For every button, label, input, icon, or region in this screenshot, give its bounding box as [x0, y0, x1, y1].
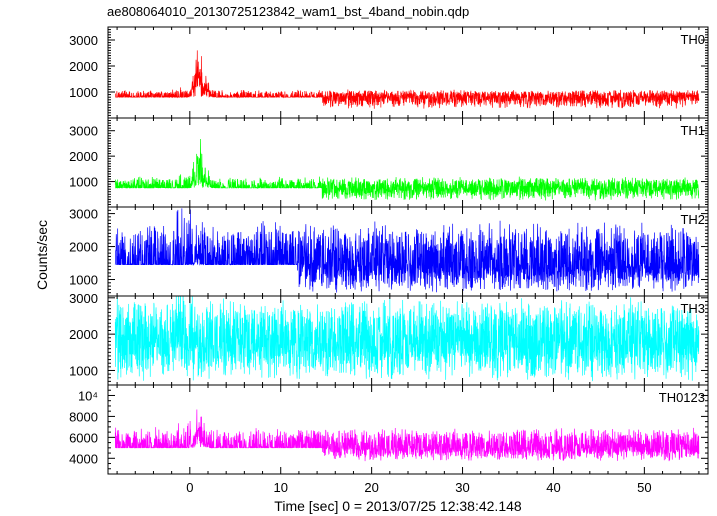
y-tick-label: 8000 [69, 409, 98, 424]
x-tick-label: 20 [364, 480, 378, 495]
y-tick-label: 3000 [69, 207, 98, 222]
x-tick-label: 40 [546, 480, 560, 495]
y-tick-label: 6000 [69, 430, 98, 445]
y-tick-label: 10⁴ [78, 388, 98, 403]
panel-th3: 1000 2000 3000 TH3 [69, 291, 709, 386]
panel-label-th2: TH2 [680, 212, 705, 227]
y-tick-label: 3000 [69, 124, 98, 139]
series-line-th0 [115, 50, 700, 109]
series-line-th2 [114, 208, 700, 293]
x-axis-label: Time [sec] 0 = 2013/07/25 12:38:42.148 [274, 498, 522, 514]
panel-th2: 1000 2000 3000 TH2 [69, 206, 709, 297]
y-tick-label: 1000 [69, 273, 98, 288]
y-tick-label: 3000 [69, 291, 98, 306]
x-tick-label: 0 [186, 480, 193, 495]
y-tick-label: 2000 [69, 327, 98, 342]
x-tick-label: 10 [273, 480, 287, 495]
series-line-th1 [114, 138, 700, 201]
panel-label-th3: TH3 [680, 301, 705, 316]
y-tick-label: 2000 [69, 240, 98, 255]
chart-title: ae808064010_20130725123842_wam1_bst_4ban… [107, 4, 469, 19]
panel-th0123: 4000 6000 8000 10⁴ TH0123 0 10 20 30 40 50 [69, 384, 709, 495]
y-tick-label: 2000 [69, 59, 98, 74]
y-tick-label: 1000 [69, 363, 98, 378]
panel-th0: 1000 2000 3000 TH0 [69, 26, 709, 119]
y-axis-label: Counts/sec [34, 220, 50, 290]
panel-label-th0123: TH0123 [659, 390, 705, 405]
x-tick-label: 30 [455, 480, 469, 495]
panel-label-th0: TH0 [680, 32, 705, 47]
panel-th1: 1000 2000 3000 TH1 [69, 117, 709, 208]
y-tick-label: 1000 [69, 85, 98, 100]
panel-label-th1: TH1 [680, 123, 705, 138]
y-tick-label: 3000 [69, 33, 98, 48]
y-tick-label: 1000 [69, 175, 98, 190]
x-tick-label: 50 [637, 480, 651, 495]
series-line-th3 [114, 296, 700, 382]
panels-group: 1000 2000 3000 TH0 1000 2000 3000 TH1 1000 2000 30… [69, 26, 709, 495]
y-tick-label: 4000 [69, 451, 98, 466]
y-tick-label: 2000 [69, 149, 98, 164]
series-line-th0123 [114, 409, 700, 462]
